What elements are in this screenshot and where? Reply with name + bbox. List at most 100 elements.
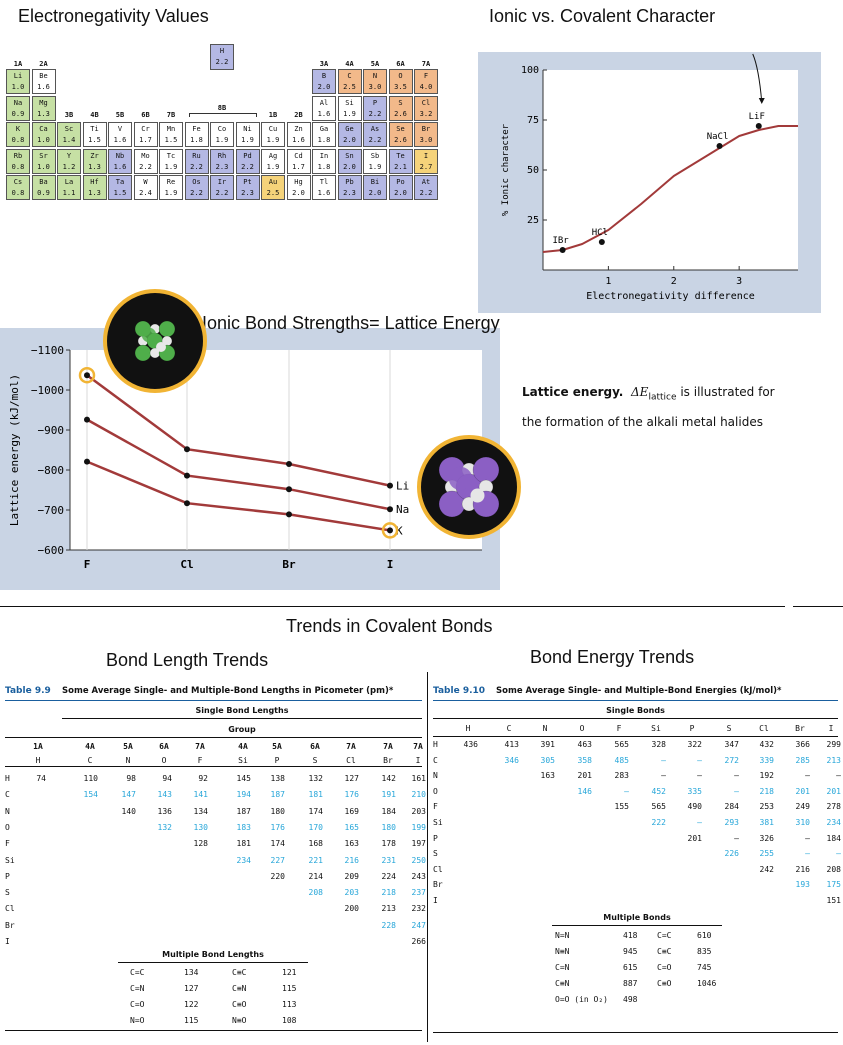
element-value: 2.7 xyxy=(419,162,433,171)
multiple-bond-label: C=O xyxy=(657,963,672,972)
lif-highlight-ring xyxy=(78,366,96,384)
element-cell-b: B 2.0 xyxy=(312,69,336,94)
bond-energy-cell: 146 xyxy=(577,786,592,796)
bond-length-cell: 232 xyxy=(411,904,426,914)
bond-length-cell: 174 xyxy=(308,806,323,816)
bond-energy-cell: 249 xyxy=(795,802,810,812)
element-symbol: Ag xyxy=(268,151,278,160)
y-axis-label: % Ionic character xyxy=(501,123,511,216)
bond-energy-cell: 299 xyxy=(826,740,841,749)
rule xyxy=(433,1032,838,1033)
element-value: 1.8 xyxy=(317,136,331,144)
bond-length-cell: 243 xyxy=(411,871,426,881)
bond-energy-cell: 278 xyxy=(826,802,841,812)
multiple-bond-label: C≡O xyxy=(657,979,672,988)
caption-symbol: ΔE xyxy=(631,385,649,399)
x-tick-label: 3 xyxy=(736,276,742,287)
element-value: 1.9 xyxy=(164,162,178,171)
group-column-header: 6A xyxy=(310,742,320,751)
element-symbol: H xyxy=(219,47,225,55)
bond-length-cell: 228 xyxy=(381,920,396,930)
bond-length-cell: 227 xyxy=(270,855,285,865)
group-label: 2B xyxy=(294,111,303,119)
y-axis-label: Lattice energy (kJ/mol) xyxy=(8,374,21,526)
lif-arrow-head xyxy=(758,98,765,104)
lattice-energy-chart: −1100 −1000 −900 −800 −700 −600 F Cl Br I Lattice … xyxy=(8,344,482,571)
element-cell-br: Br 3.0 xyxy=(414,122,438,147)
element-cell-po: Po 2.0 xyxy=(388,175,413,200)
bond-length-cell: 221 xyxy=(308,855,323,865)
element-column-header: Br xyxy=(795,724,805,733)
element-symbol: Te xyxy=(396,151,405,160)
element-cell-zn: Zn 1.6 xyxy=(286,122,311,147)
element-column-header: S xyxy=(312,756,318,765)
element-cell-sn: Sn 2.0 xyxy=(337,148,362,174)
element-column-header: I xyxy=(828,724,834,733)
data-point xyxy=(755,123,762,129)
element-symbol: Li xyxy=(13,72,23,80)
bond-energy-cell: 358 xyxy=(577,755,592,765)
multiple-bond-label: N=N xyxy=(555,931,570,940)
bond-length-cell: 213 xyxy=(381,904,396,914)
bond-energy-cell: 163 xyxy=(540,771,555,781)
multiple-bond-label: C=N xyxy=(130,984,145,993)
bond-energy-cell: 339 xyxy=(759,755,774,765)
element-symbol: Ir xyxy=(217,178,227,186)
row-label: F xyxy=(5,839,10,849)
bond-energy-cell: 242 xyxy=(759,864,774,874)
bond-energy-cell: 381 xyxy=(759,818,774,827)
lif-arrow xyxy=(752,53,763,103)
bond-energy-cell: — xyxy=(697,755,702,765)
multiple-bond-label: C=N xyxy=(555,963,570,972)
bond-length-cell: 154 xyxy=(83,790,98,800)
multiple-bond-label: C≡O xyxy=(232,1000,247,1009)
element-cell-rh: Rh 2.3 xyxy=(210,148,234,174)
element-symbol: Cd xyxy=(294,151,303,160)
element-value: 2.2 xyxy=(368,136,382,144)
bond-energy-cell: — xyxy=(805,833,810,843)
element-cell-la: La 1.1 xyxy=(57,175,81,200)
element-value: 1.8 xyxy=(190,136,203,144)
element-value: 1.9 xyxy=(368,162,382,171)
element-symbol: N xyxy=(372,72,378,80)
multiple-bond-label: C≡C xyxy=(232,968,247,977)
multiple-bond-value: 498 xyxy=(623,995,638,1004)
bond-energy-cell: — xyxy=(805,771,810,781)
element-value: 2.6 xyxy=(394,136,407,144)
data-point xyxy=(387,482,393,489)
element-cell-se: Se 2.6 xyxy=(388,122,413,147)
element-value: 2.0 xyxy=(317,83,331,91)
element-value: 2.0 xyxy=(368,189,382,197)
x-tick-label: F xyxy=(84,558,91,571)
rule xyxy=(433,736,838,737)
bond-length-cell: 169 xyxy=(344,806,359,816)
bond-energy-cell: 284 xyxy=(724,802,739,812)
element-symbol: Ba xyxy=(39,178,48,186)
element-cell-si: Si 1.9 xyxy=(337,95,362,121)
element-cell-ag: Ag 1.9 xyxy=(261,148,285,174)
bond-energy-cell: 565 xyxy=(651,802,666,812)
bond-energy-cell: 432 xyxy=(759,740,774,749)
element-symbol: Mg xyxy=(39,98,48,107)
element-symbol: In xyxy=(319,151,329,160)
element-symbol: C xyxy=(347,72,352,80)
bond-length-cell: 161 xyxy=(411,774,426,783)
bond-length-cell: 187 xyxy=(236,806,251,816)
data-point xyxy=(286,461,292,467)
multiple-bond-value: 835 xyxy=(697,947,712,956)
multiple-bond-value: 115 xyxy=(184,1016,199,1025)
element-value: 2.0 xyxy=(292,189,305,197)
element-symbol: Fe xyxy=(192,125,201,133)
multiple-bond-value: 121 xyxy=(282,968,297,977)
bond-energy-cell: 216 xyxy=(795,864,810,874)
bond-energy-cell: 218 xyxy=(759,786,774,796)
ion-sphere xyxy=(158,320,176,338)
bond-energy-cell: 226 xyxy=(724,849,739,859)
bond-energy-cell: 175 xyxy=(826,880,841,890)
element-cell-hf: Hf 1.3 xyxy=(82,175,107,200)
ion-sphere xyxy=(156,342,166,352)
bond-energy-cell: 293 xyxy=(724,818,739,827)
group-column-header: 1A xyxy=(33,742,43,751)
licl-crystal-inset xyxy=(103,289,207,393)
element-value: 3.0 xyxy=(419,136,433,144)
